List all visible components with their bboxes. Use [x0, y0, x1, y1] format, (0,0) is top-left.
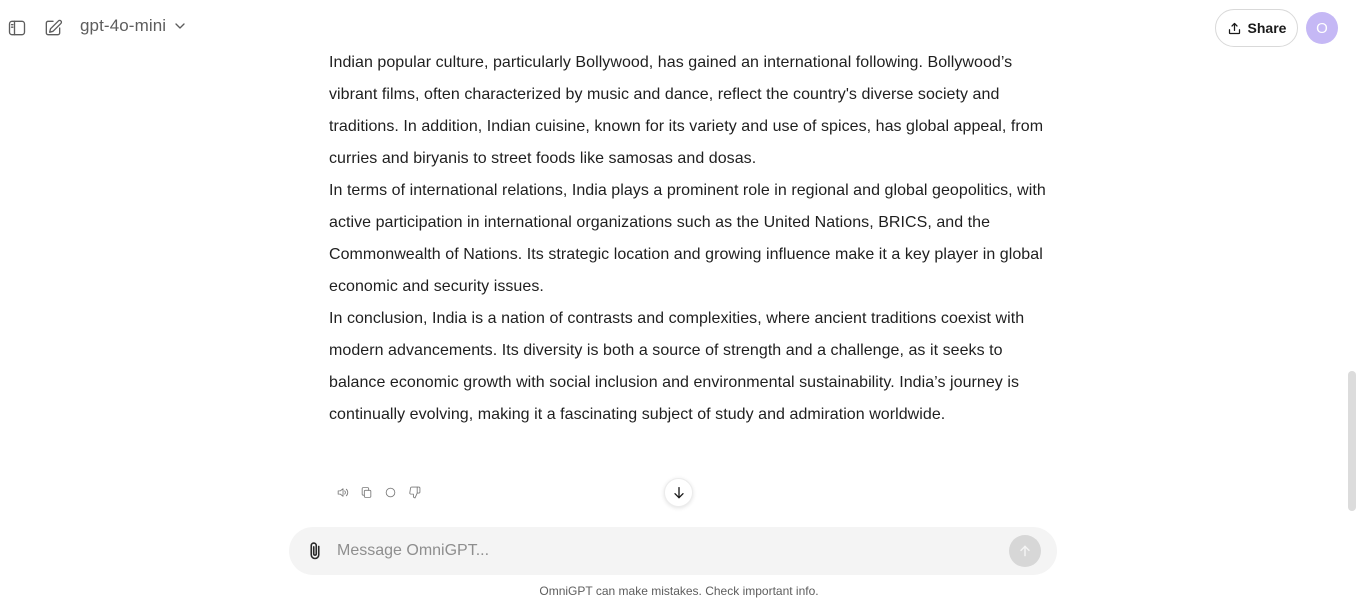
arrow-up-icon — [1020, 545, 1030, 557]
top-bar: gpt-4o-mini Share O — [0, 0, 1358, 56]
speaker-icon — [337, 487, 348, 497]
share-label: Share — [1247, 20, 1287, 36]
message-paragraph: Indian popular culture, particularly Bol… — [329, 54, 1044, 167]
model-selector[interactable]: gpt-4o-mini — [80, 16, 188, 36]
chevron-down-icon — [175, 23, 185, 29]
edit-icon — [45, 19, 63, 36]
message-actions — [333, 483, 423, 501]
copy-button[interactable] — [357, 483, 375, 501]
regenerate-button[interactable] — [381, 483, 399, 501]
send-button[interactable] — [1009, 535, 1041, 567]
scrollbar-thumb[interactable] — [1348, 371, 1356, 511]
read-aloud-button[interactable] — [333, 483, 351, 501]
message-paragraph: In conclusion, India is a nation of cont… — [329, 310, 1025, 423]
share-button[interactable]: Share — [1215, 9, 1298, 47]
share-icon — [1228, 22, 1240, 34]
attach-button[interactable] — [303, 539, 327, 563]
copy-icon — [361, 486, 371, 498]
regenerate-icon — [385, 487, 395, 497]
disclaimer: OmniGPT can make mistakes. Check importa… — [539, 584, 819, 598]
scroll-to-bottom-button[interactable] — [664, 478, 693, 507]
arrow-down-icon — [673, 486, 684, 498]
message-paragraph: In terms of international relations, Ind… — [329, 182, 1046, 295]
new-chat-button[interactable] — [39, 14, 67, 42]
thumbs-down-button[interactable] — [405, 483, 423, 501]
avatar[interactable]: O — [1306, 12, 1338, 44]
message-input[interactable] — [337, 537, 987, 565]
assistant-message: Indian popular culture, particularly Bol… — [329, 47, 1059, 431]
scrollbar[interactable] — [1346, 56, 1358, 607]
paperclip-icon — [310, 542, 320, 560]
model-name: gpt-4o-mini — [80, 16, 167, 35]
sidebar-toggle-icon — [8, 20, 26, 36]
message-composer — [289, 527, 1057, 575]
sidebar-toggle-button[interactable] — [3, 14, 31, 42]
thumbs-down-icon — [408, 486, 420, 498]
